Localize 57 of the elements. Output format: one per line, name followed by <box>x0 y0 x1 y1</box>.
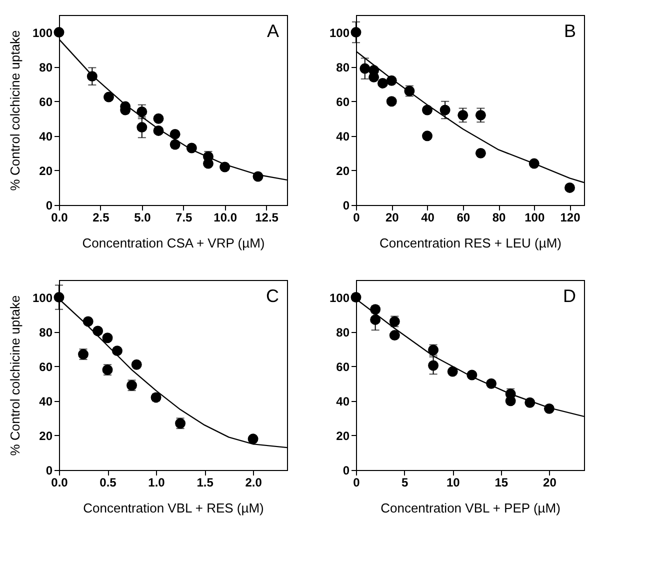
x-axis-title: Concentration CSA + VRP (µM) <box>82 236 265 250</box>
y-tick-label: 60 <box>39 94 53 109</box>
y-tick-label: 0 <box>342 198 350 212</box>
y-tick-label: 80 <box>39 60 53 74</box>
annotation: D <box>563 286 576 306</box>
x-tick-label: 60 <box>456 210 470 224</box>
x-tick-label: 20 <box>543 476 557 490</box>
y-tick-label: 60 <box>39 360 53 374</box>
y-tick-label: 100 <box>329 290 350 305</box>
x-tick-label: 0.5 <box>100 476 117 490</box>
annotation: C <box>266 286 279 306</box>
x-tick-label: 2.0 <box>245 476 262 490</box>
x-tick-label: 40 <box>421 210 435 224</box>
y-tick-label: 40 <box>39 394 53 408</box>
y-tick-label: 100 <box>32 290 53 305</box>
y-tick-label: 40 <box>336 394 350 408</box>
y-tick-label: 100 <box>32 26 53 40</box>
x-axis-title: Concentration RES + LEU (µM) <box>380 236 562 250</box>
y-tick-label: 80 <box>336 60 350 74</box>
x-tick-label: 0.0 <box>51 476 68 490</box>
x-tick-label: 7.5 <box>176 210 193 224</box>
x-tick-label: 0 <box>353 476 360 490</box>
x-tick-label: 15 <box>494 476 508 490</box>
x-tick-label: 80 <box>492 210 506 224</box>
y-tick-label: 40 <box>39 129 53 144</box>
x-tick-label: 0 <box>353 210 360 224</box>
y-tick-label: 20 <box>39 164 53 178</box>
x-tick-label: 0.0 <box>51 210 68 224</box>
y-tick-label: 40 <box>336 129 350 144</box>
x-tick-label: 10.0 <box>214 210 238 224</box>
y-tick-label: 0 <box>342 464 350 478</box>
y-tick-label: 20 <box>39 428 53 443</box>
x-axis-title: Concentration VBL + RES (µM) <box>83 500 264 516</box>
y-tick-label: 0 <box>46 464 53 478</box>
x-tick-label: 2.5 <box>92 210 110 224</box>
x-axis-title: Concentration VBL + PEP (µM) <box>380 500 560 516</box>
x-tick-label: 10 <box>446 476 460 490</box>
x-tick-label: 1.5 <box>196 476 214 490</box>
x-tick-label: 12.5 <box>255 210 279 224</box>
y-tick-label: 20 <box>336 164 350 178</box>
y-axis-title: % Control colchicine uptake <box>7 295 22 456</box>
y-tick-label: 0 <box>46 198 53 212</box>
x-tick-label: 5.0 <box>134 210 152 224</box>
x-tick-label: 1.0 <box>148 476 166 490</box>
x-tick-label: 20 <box>385 210 400 224</box>
x-tick-label: 100 <box>524 210 545 224</box>
y-tick-label: 80 <box>39 325 53 340</box>
annotation: A <box>266 21 279 41</box>
y-tick-label: 60 <box>336 360 350 374</box>
y-axis-title: % Control colchicine uptake <box>7 30 22 191</box>
y-tick-label: 80 <box>336 325 350 340</box>
y-tick-label: 60 <box>336 94 350 109</box>
x-tick-label: 120 <box>560 210 581 224</box>
annotation: B <box>564 21 576 41</box>
y-tick-label: 20 <box>336 428 350 443</box>
y-tick-label: 100 <box>329 26 350 40</box>
x-tick-label: 5 <box>401 476 408 490</box>
